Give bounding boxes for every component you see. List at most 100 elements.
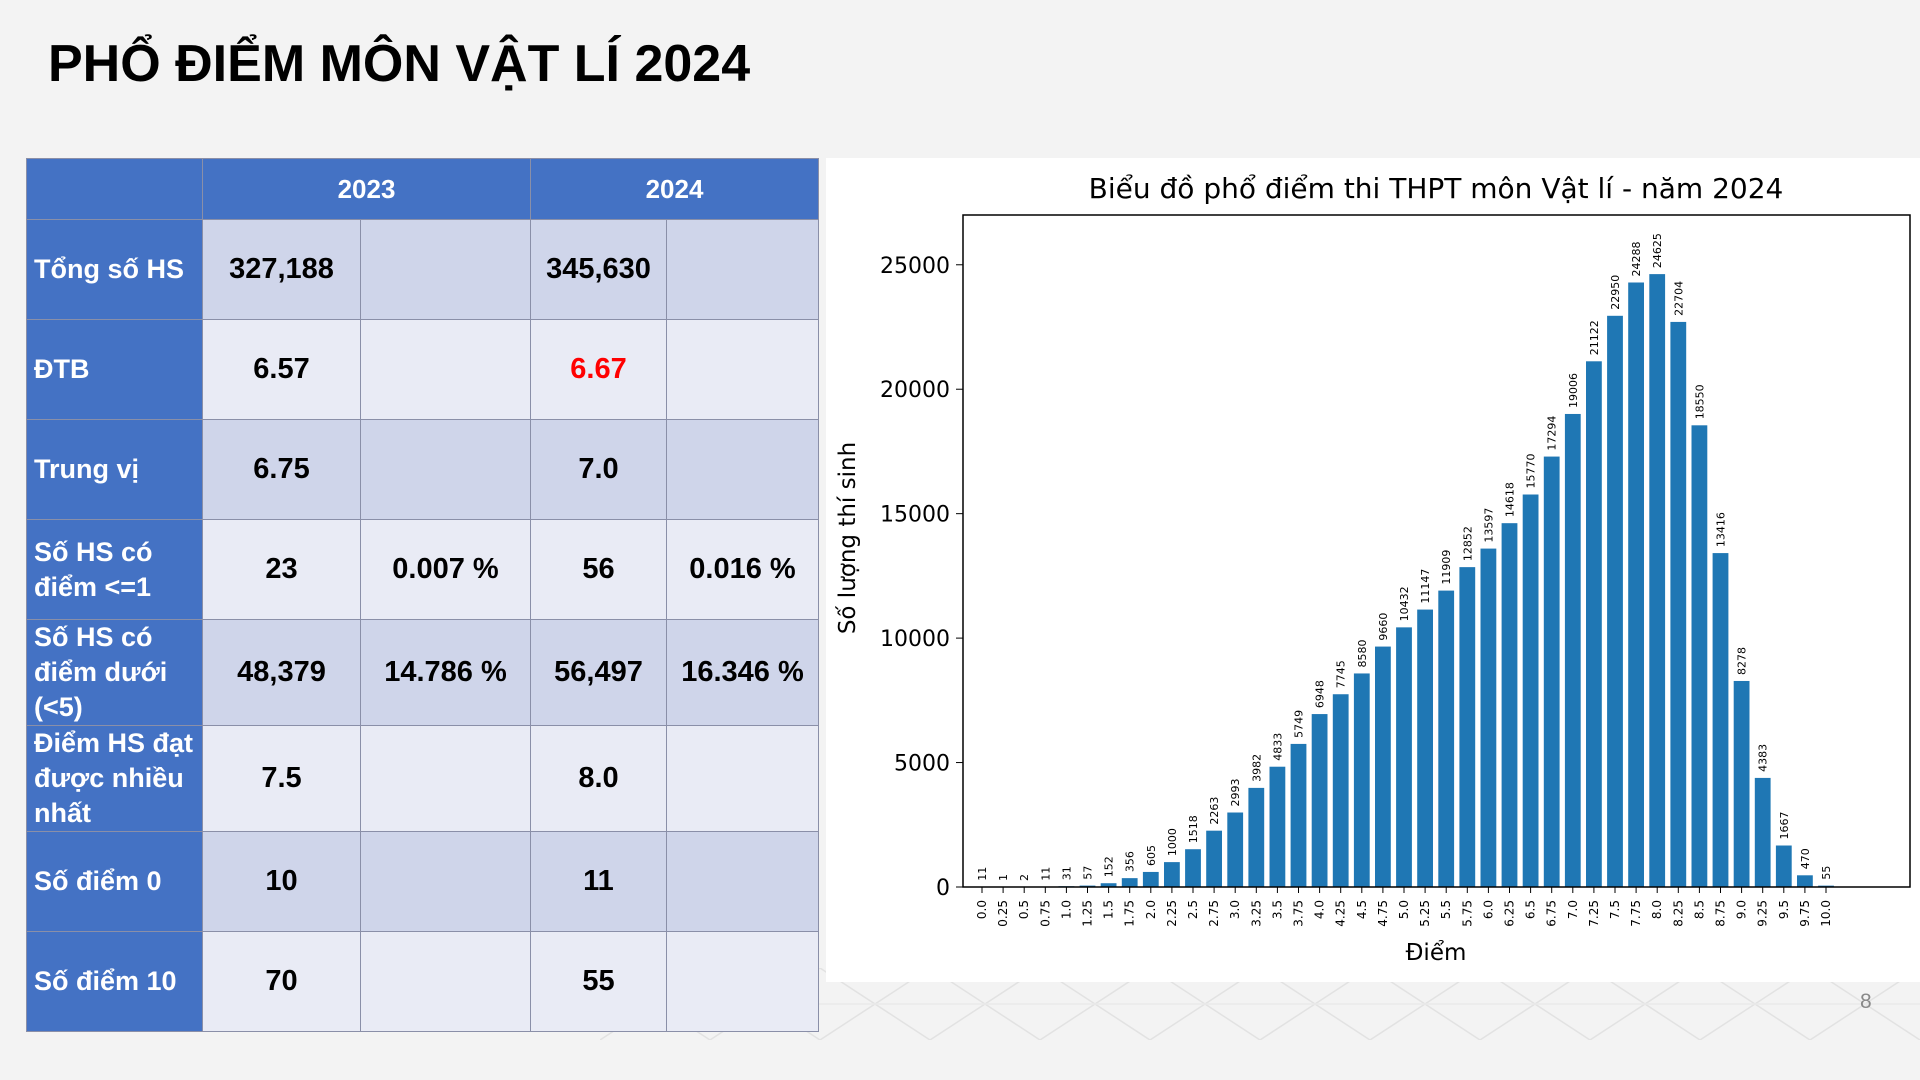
bar-data-label: 152 <box>1103 856 1116 877</box>
chart-bar <box>1290 743 1307 887</box>
cell-value-2023: 10 <box>202 831 361 932</box>
cell-value-2024: 55 <box>530 931 667 1032</box>
chart-bar <box>1797 875 1813 887</box>
bar-data-label: 21122 <box>1588 320 1601 355</box>
cell-value-2023: 70 <box>202 931 361 1032</box>
chart-bar <box>1754 777 1771 887</box>
x-tick-label: 1.75 <box>1123 900 1137 927</box>
x-tick-label: 1.5 <box>1102 900 1116 919</box>
table-row: Số điểm 10 70 55 <box>26 931 819 1032</box>
bar-data-label: 1667 <box>1778 812 1791 840</box>
comparison-table: 2023 2024 Tổng số HS 327,188 345,630 ĐTB… <box>26 158 819 1032</box>
bar-data-label: 11909 <box>1440 550 1453 585</box>
row-label: Trung vị <box>26 419 203 520</box>
chart-bar <box>1417 609 1433 887</box>
cell-value-2023: 6.57 <box>202 319 361 420</box>
y-tick-label: 5000 <box>894 752 950 777</box>
x-tick-label: 3.5 <box>1270 900 1284 919</box>
bar-data-label: 3982 <box>1250 754 1263 782</box>
cell-value-2023: 327,188 <box>202 219 361 320</box>
table-row: Tổng số HS 327,188 345,630 <box>26 219 819 320</box>
bar-data-label: 470 <box>1799 848 1812 869</box>
row-label: Điểm HS đạt được nhiều nhất <box>26 725 203 832</box>
chart-bar <box>1438 590 1455 887</box>
chart-bar <box>1607 315 1623 887</box>
chart-bar <box>1142 871 1159 887</box>
cell-percent-2024: 16.346 % <box>666 619 819 726</box>
x-tick-label: 4.25 <box>1334 900 1348 927</box>
x-tick-label: 2.25 <box>1165 900 1179 927</box>
x-tick-label: 6.0 <box>1481 900 1495 919</box>
bar-data-label: 19006 <box>1567 373 1580 408</box>
cell-percent-2023 <box>360 725 531 832</box>
score-distribution-chart: Biểu đồ phổ điểm thi THPT môn Vật lí - n… <box>835 172 1911 966</box>
bar-data-label: 31 <box>1060 866 1073 880</box>
chart-bar <box>1311 714 1328 887</box>
cell-percent-2023 <box>360 319 531 420</box>
y-tick-label: 15000 <box>880 503 950 528</box>
table-row: Số HS có điểm <=1 23 0.007 % 56 0.016 % <box>26 519 819 620</box>
chart-title: Biểu đồ phổ điểm thi THPT môn Vật lí - n… <box>1089 172 1784 205</box>
row-label: Số HS có điểm dưới (<5) <box>26 619 203 726</box>
bar-data-label: 24288 <box>1630 241 1643 276</box>
row-label: Số HS có điểm <=1 <box>26 519 203 620</box>
chart-bar <box>1543 456 1560 887</box>
x-tick-label: 8.25 <box>1671 900 1685 927</box>
bar-data-label: 57 <box>1082 866 1095 880</box>
x-tick-label: 9.25 <box>1756 900 1770 927</box>
bar-data-label: 9660 <box>1377 613 1390 641</box>
bar-data-label: 2263 <box>1208 797 1221 825</box>
cell-percent-2024 <box>666 931 819 1032</box>
row-label: Số điểm 0 <box>26 831 203 932</box>
x-tick-label: 3.25 <box>1249 900 1263 927</box>
cell-value-2024: 56 <box>530 519 667 620</box>
x-tick-label: 4.75 <box>1376 900 1390 927</box>
chart-bar <box>1121 878 1138 887</box>
y-tick-label: 20000 <box>880 378 950 403</box>
x-tick-label: 9.5 <box>1777 900 1791 919</box>
table-row: Số điểm 0 10 11 <box>26 831 819 932</box>
cell-percent-2023 <box>360 931 531 1032</box>
cell-percent-2023 <box>360 219 531 320</box>
slide-title: PHỔ ĐIỂM MÔN VẬT LÍ 2024 <box>48 35 751 93</box>
cell-percent-2023: 14.786 % <box>360 619 531 726</box>
x-tick-label: 0.0 <box>975 900 989 919</box>
cell-percent-2023: 0.007 % <box>360 519 531 620</box>
x-tick-label: 4.0 <box>1313 900 1327 919</box>
chart-bar <box>1332 694 1349 887</box>
cell-percent-2024 <box>666 725 819 832</box>
chart-bar <box>1564 413 1581 887</box>
x-tick-label: 1.0 <box>1059 900 1073 919</box>
chart-bar <box>1775 845 1792 887</box>
bar-data-label: 10432 <box>1398 586 1411 621</box>
x-tick-label: 0.25 <box>996 900 1010 927</box>
header-2024: 2024 <box>530 158 819 220</box>
x-tick-label: 4.5 <box>1355 900 1369 919</box>
cell-percent-2024 <box>666 319 819 420</box>
bar-data-label: 22704 <box>1672 281 1685 316</box>
chart-bar <box>1628 282 1644 887</box>
chart-bar <box>1353 673 1370 887</box>
bar-data-label: 4383 <box>1757 744 1770 772</box>
bar-data-label: 18550 <box>1693 384 1706 419</box>
x-tick-label: 6.25 <box>1503 900 1517 927</box>
row-label: Số điểm 10 <box>26 931 203 1032</box>
bar-data-label: 8278 <box>1736 647 1749 675</box>
table-row: ĐTB 6.57 6.67 <box>26 319 819 420</box>
chart-bar <box>1164 862 1180 887</box>
bar-data-label: 11 <box>1039 867 1052 881</box>
plot-frame <box>962 214 1911 888</box>
cell-value-2023: 6.75 <box>202 419 361 520</box>
chart-bar <box>1227 812 1244 887</box>
bar-data-label: 8580 <box>1356 639 1369 667</box>
cell-percent-2023 <box>360 419 531 520</box>
x-tick-label: 8.0 <box>1650 900 1664 919</box>
cell-value-2023: 48,379 <box>202 619 361 726</box>
bar-data-label: 13597 <box>1482 508 1495 543</box>
chart-bar <box>1712 553 1729 887</box>
plot-area: 11 0.0 1 0.25 2 0.5 11 0.75 31 1.0 57 1.25 152 1.5 356… <box>880 214 1911 927</box>
bar-data-label: 22950 <box>1609 275 1622 310</box>
bar-data-label: 2993 <box>1229 779 1242 807</box>
bar-data-label: 11 <box>976 867 989 881</box>
y-tick-label: 25000 <box>880 254 950 279</box>
